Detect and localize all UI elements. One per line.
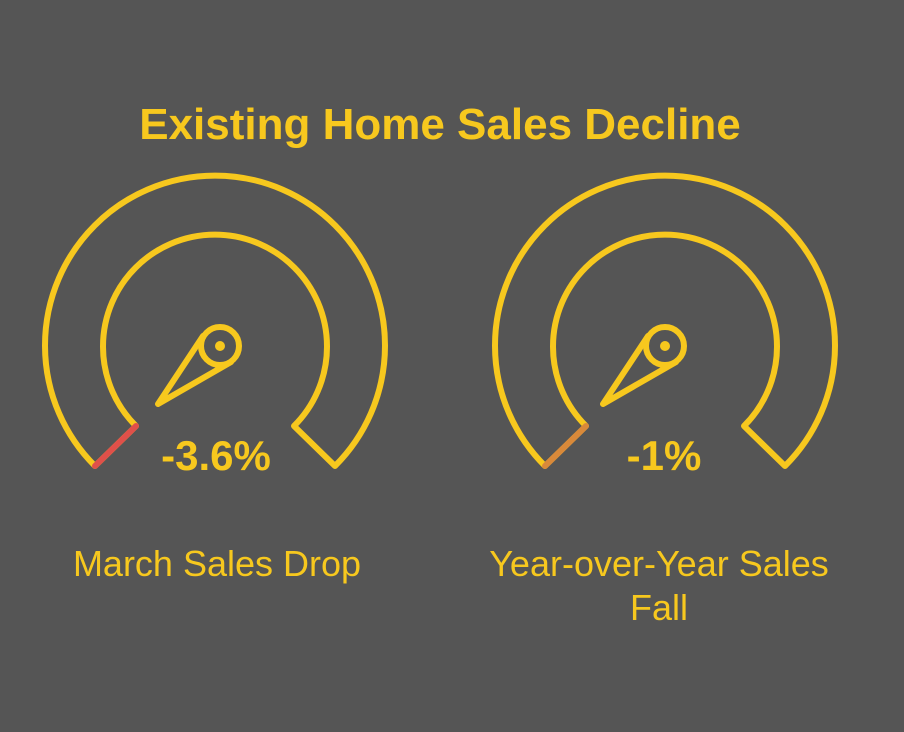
gauge-icon [492, 172, 838, 469]
title: Existing Home Sales Decline [139, 100, 741, 149]
gauge-value: -1% [626, 432, 702, 479]
gauge-label: Year-over-Year Sales Fall [489, 543, 829, 628]
gauge-label: March Sales Drop [72, 543, 362, 584]
gauge-icon [42, 172, 388, 469]
gauge-value: -3.6% [161, 432, 271, 479]
